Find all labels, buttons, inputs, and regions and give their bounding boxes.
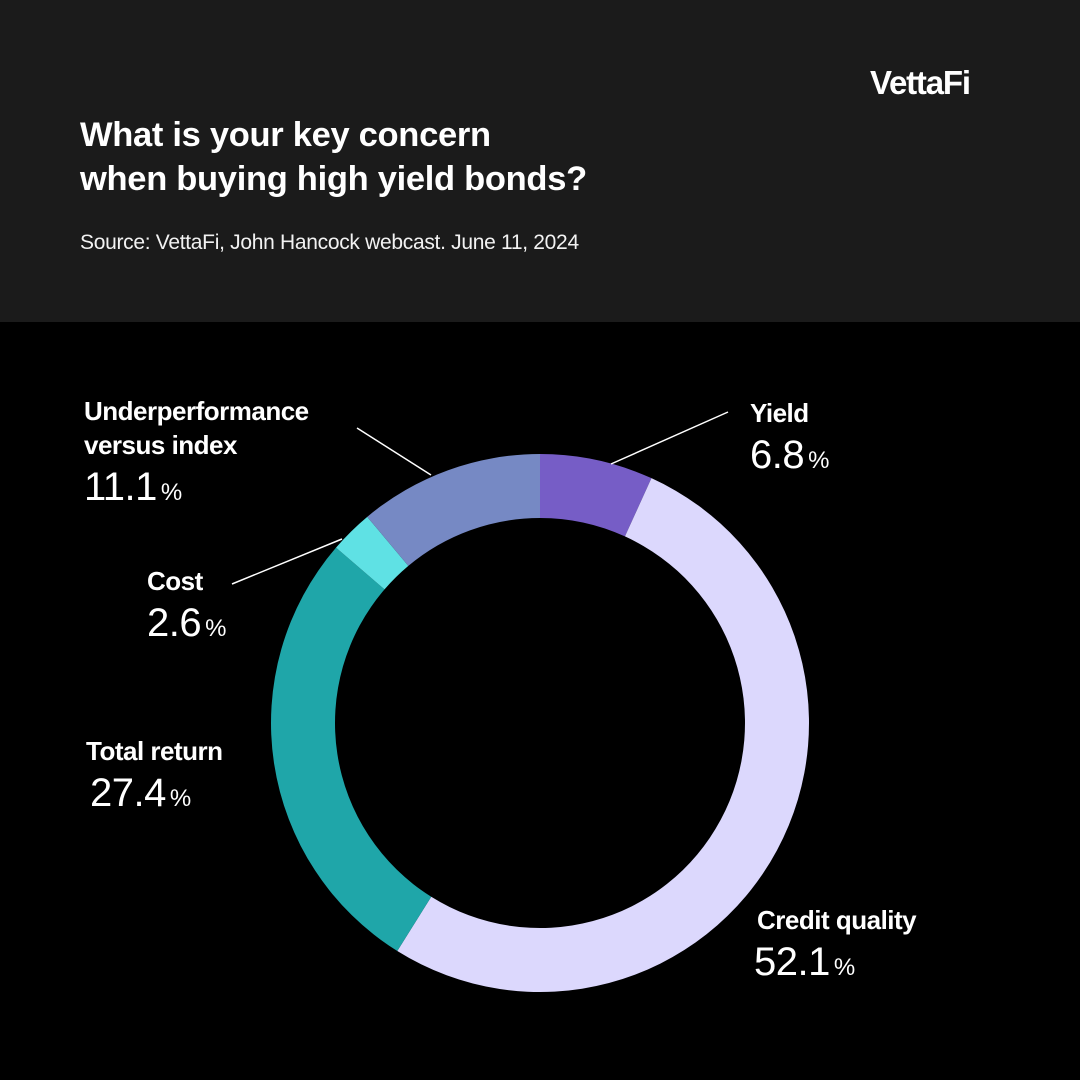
donut-chart	[231, 411, 809, 992]
label-cost-number: 2.6	[147, 601, 202, 645]
slice-yield	[540, 454, 652, 537]
slice-credit-quality	[397, 478, 809, 992]
label-credit-quality-number: 52.1	[754, 940, 830, 984]
label-cost-name: Cost	[147, 566, 203, 596]
label-total-return-value: 27.4%	[90, 770, 223, 822]
chart-title-line-1: What is your key concern	[80, 116, 491, 154]
chart-title-line-2: when buying high yield bonds?	[80, 160, 587, 198]
slice-total-return	[270, 547, 432, 952]
slice-cost	[336, 516, 409, 590]
label-underperformance-name-line-1: Underperformance	[84, 396, 309, 426]
leader-line-underperformance	[356, 427, 432, 476]
label-total-return-number: 27.4	[90, 771, 166, 815]
label-yield: Yield 6.8%	[750, 396, 829, 484]
chart-area: Yield 6.8% Underperformance versus index…	[0, 322, 1080, 1080]
label-cost: Cost 2.6%	[147, 564, 226, 652]
header-panel: VettaFi What is your key concern when bu…	[0, 0, 1080, 322]
label-credit-quality-unit: %	[833, 954, 855, 981]
label-underperformance-number: 11.1	[84, 465, 157, 509]
leader-line-cost	[231, 538, 343, 585]
leader-line-yield	[610, 411, 729, 465]
label-yield-value: 6.8%	[750, 432, 829, 484]
label-total-return: Total return 27.4%	[86, 734, 223, 822]
slice-underperformance	[367, 454, 540, 566]
label-total-return-unit: %	[169, 785, 191, 812]
label-underperformance-unit: %	[160, 479, 182, 506]
label-credit-quality-value: 52.1%	[754, 939, 916, 991]
label-underperformance-name-line-2: versus index	[84, 430, 237, 460]
label-total-return-name: Total return	[86, 736, 223, 766]
source-note: Source: VettaFi, John Hancock webcast. J…	[80, 231, 579, 254]
label-cost-unit: %	[205, 615, 226, 642]
label-credit-quality: Credit quality 52.1%	[754, 903, 917, 991]
vettafi-logo: VettaFi	[870, 64, 971, 101]
label-yield-number: 6.8	[750, 433, 805, 477]
label-yield-unit: %	[808, 447, 829, 474]
label-yield-name: Yield	[750, 398, 809, 428]
chart-title: What is your key concern when buying hig…	[80, 113, 840, 201]
label-cost-value: 2.6%	[147, 600, 226, 652]
label-underperformance: Underperformance versus index 11.1%	[84, 394, 309, 516]
label-underperformance-value: 11.1%	[84, 464, 309, 516]
label-credit-quality-name: Credit quality	[757, 905, 917, 935]
